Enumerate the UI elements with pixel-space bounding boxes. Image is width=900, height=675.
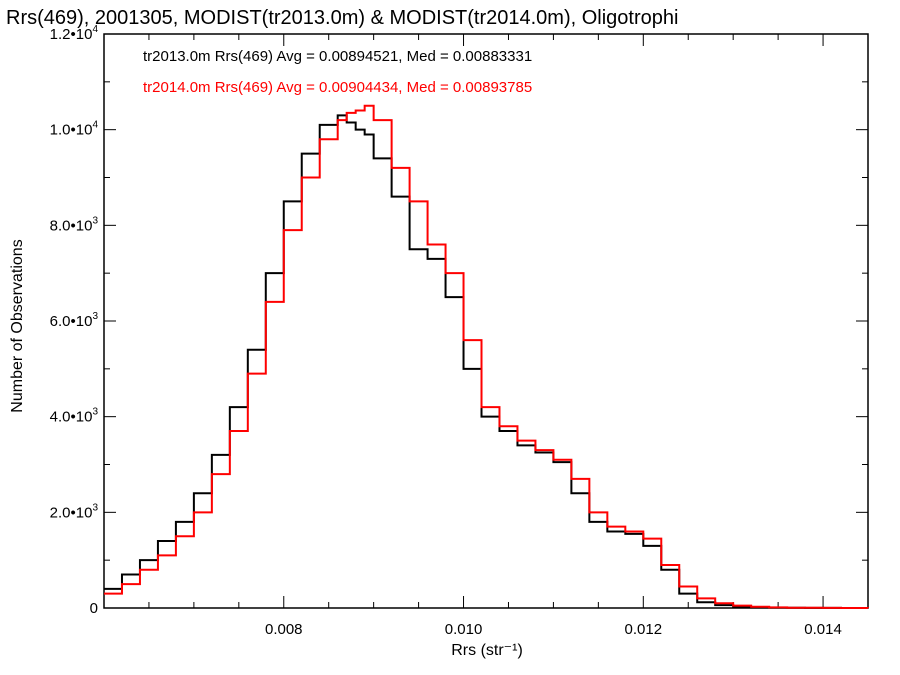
x-tick-label: 0.012 xyxy=(625,621,663,638)
annotation-black-stats: tr2013.0m Rrs(469) Avg = 0.00894521, Med… xyxy=(143,48,532,65)
plot-border xyxy=(103,33,869,609)
chart-title: Rrs(469), 2001305, MODIST(tr2013.0m) & M… xyxy=(6,7,678,29)
y-tick-label: 1.2•104 xyxy=(50,24,99,43)
y-tick-label: 8.0•103 xyxy=(50,215,99,234)
x-tick-label: 0.010 xyxy=(445,621,483,638)
plot-frame xyxy=(103,33,869,609)
x-axis-ticks: 0.008 0.010 0.012 0.014 xyxy=(148,34,869,638)
series-black-line xyxy=(104,114,869,609)
y-tick-label: 1.0•104 xyxy=(50,120,99,139)
y-tick-label: 2.0•103 xyxy=(50,502,99,521)
annotation-red-stats: tr2014.0m Rrs(469) Avg = 0.00904434, Med… xyxy=(143,79,532,96)
y-tick-label: 0 xyxy=(90,600,98,617)
y-axis-label: Number of Observations xyxy=(9,239,26,412)
y-axis-ticks: 0 2.0•103 4.0•103 6.0•103 8.0•103 1.0•104 1.2•… xyxy=(50,24,868,617)
x-axis-label: Rrs (str⁻¹) xyxy=(451,642,523,659)
series-red-line xyxy=(104,104,869,609)
x-tick-label: 0.008 xyxy=(265,621,303,638)
y-tick-label: 4.0•103 xyxy=(50,407,99,426)
series-group xyxy=(104,104,869,609)
y-tick-label: 6.0•103 xyxy=(50,311,99,330)
x-tick-label: 0.014 xyxy=(804,621,842,638)
